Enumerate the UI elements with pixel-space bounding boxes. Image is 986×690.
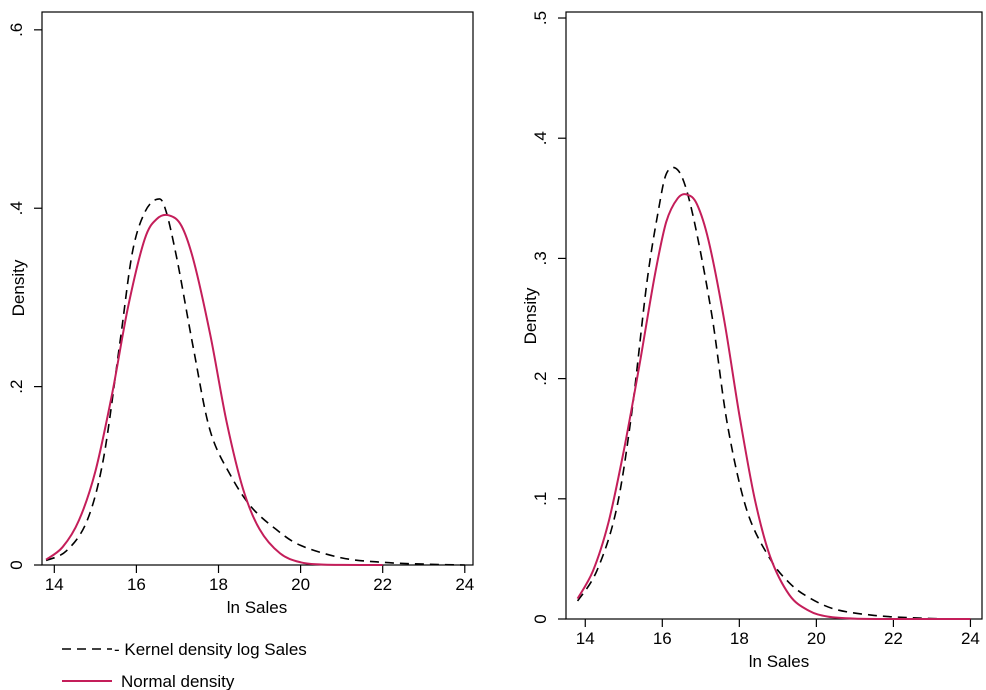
right-y-tick-label: .5	[531, 11, 550, 25]
right-y-ticks: 0 .1 .2 .3 .4 .5	[531, 11, 566, 624]
left-x-tick-label: 16	[127, 575, 146, 594]
right-x-tick-label: 14	[576, 629, 595, 648]
right-x-tick-label: 20	[807, 629, 826, 648]
legend: - Kernel density log Sales Normal densit…	[62, 640, 307, 690]
left-x-axis-title: ln Sales	[227, 598, 287, 617]
left-kernel-density-line	[45, 198, 465, 566]
left-x-tick-label: 14	[45, 575, 64, 594]
left-y-tick-label: .4	[7, 201, 26, 215]
legend-kernel-label: - Kernel density log Sales	[114, 640, 307, 659]
left-x-tick-label: 24	[455, 575, 474, 594]
right-y-tick-label: .4	[531, 131, 550, 145]
right-y-tick-label: .3	[531, 251, 550, 265]
right-series	[576, 166, 971, 621]
left-x-tick-label: 18	[209, 575, 228, 594]
left-density-chart: 14 16 18 20 22 24 0 .2 .4 .6 ln Sales Density - …	[7, 11, 474, 690]
legend-normal-label: Normal density	[121, 672, 235, 690]
right-y-axis-title: Density	[521, 287, 540, 344]
right-y-tick-label: .2	[531, 372, 550, 386]
left-x-tick-label: 22	[373, 575, 392, 594]
right-x-tick-label: 22	[884, 629, 903, 648]
right-plot-frame	[565, 11, 983, 620]
right-y-tick-label: 0	[531, 614, 550, 623]
left-plot-frame	[41, 11, 474, 566]
left-y-tick-label: .6	[7, 23, 26, 37]
right-x-tick-label: 18	[730, 629, 749, 648]
left-series	[45, 198, 465, 566]
left-x-tick-label: 20	[291, 575, 310, 594]
right-x-ticks: 14 16 18 20 22 24	[576, 619, 980, 648]
left-normal-density-line	[45, 213, 383, 566]
right-density-chart: 14 16 18 20 22 24 0 .1 .2 .3 .4 .5 ln Sales Densit…	[521, 11, 983, 671]
right-y-tick-label: .1	[531, 492, 550, 506]
left-y-axis-title: Density	[9, 259, 28, 316]
right-x-tick-label: 16	[653, 629, 672, 648]
left-y-ticks: 0 .2 .4 .6	[7, 23, 42, 570]
right-normal-density-line	[576, 193, 971, 621]
right-x-tick-label: 24	[961, 629, 980, 648]
left-y-tick-label: .2	[7, 380, 26, 394]
left-x-ticks: 14 16 18 20 22 24	[45, 565, 474, 594]
right-x-axis-title: ln Sales	[749, 652, 809, 671]
left-y-tick-label: 0	[7, 560, 26, 569]
